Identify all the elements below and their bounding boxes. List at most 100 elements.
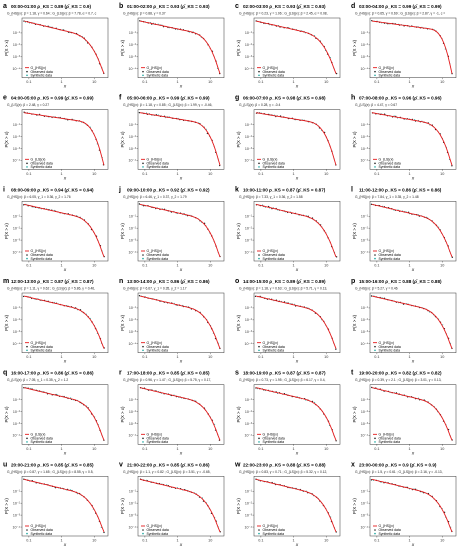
legend-box [24, 339, 58, 352]
y-tick-label: 10⁻² [13, 410, 21, 414]
x-tick-label: 0.1 [26, 355, 31, 359]
x-tick-label: 10 [324, 264, 328, 268]
x-axis-label: x [179, 175, 183, 180]
y-axis-label: P(X > x) [4, 39, 9, 56]
legend-synthetic-swatch [258, 74, 260, 77]
fit-line [139, 112, 221, 166]
legend-box [256, 339, 290, 352]
legend-synthetic-swatch [142, 74, 144, 77]
panel-params: G_{HS}(x): β = 6.05, γ_1 = 0.36, γ_2 = 1… [7, 195, 71, 199]
legend-box [372, 523, 406, 535]
legend-observed-swatch [374, 345, 376, 348]
legend-observed-swatch [26, 529, 28, 531]
y-axis-label: P(X > x) [120, 498, 125, 515]
legend-synthetic-label: Synthetic data [31, 257, 53, 261]
chart-panel-p: p 15:00-16:00 ρ_KS = 0.88 (ρ̄_KS = 0.88) G… [351, 278, 457, 364]
fit-line [255, 203, 337, 258]
x-tick-label: 0.1 [258, 80, 263, 84]
legend-synthetic-swatch [258, 257, 260, 260]
fit-line [255, 295, 337, 349]
y-tick-label: 10⁻¹ [13, 123, 21, 127]
legend-synthetic-label: Synthetic data [31, 348, 53, 352]
panel-title: 13:00-14:00 ρ_KS = 0.86 (ρ̄_KS = 0.86) [127, 279, 210, 284]
chart-panel-t: t 19:00-20:00 ρ_KS = 0.82 (ρ̄_KS = 0.82) G… [351, 370, 457, 455]
chart-panel-c: c 02:00-03:00 ρ_KS = 0.93 (ρ̄_KS = 0.93) G… [235, 3, 341, 89]
legend-synthetic-swatch [258, 166, 260, 168]
y-axis-label: P(X > x) [352, 406, 357, 423]
observed-point [451, 256, 454, 258]
panel-title: 21:00-22:00 ρ_KS = 0.85 (ρ̄_KS = 0.86) [127, 462, 210, 467]
chart-panel-l: l 11:00-12:00 ρ_KS = 0.86 (ρ̄_KS = 0.86) G… [351, 186, 457, 272]
legend-synthetic-swatch [26, 166, 28, 168]
y-tick-label: 10⁻¹ [13, 306, 21, 310]
x-tick-label: 10 [208, 172, 212, 176]
legend-observed-label: Observed data [379, 253, 401, 257]
legend-synthetic-label: Synthetic data [263, 257, 285, 261]
legend-box [140, 64, 174, 77]
legend-synthetic-label: Synthetic data [263, 532, 285, 536]
y-tick-label: 10⁻² [245, 226, 253, 230]
legend-synthetic-swatch [258, 532, 260, 535]
x-tick-label: 0.1 [142, 264, 147, 268]
legend-observed-swatch [258, 437, 260, 440]
legend-box [372, 339, 406, 352]
legend-box [256, 523, 290, 535]
panel-title: 22:00-23:00 ρ_KS = 0.88 (ρ̄_KS = 0.88) [243, 462, 326, 467]
fit-line [371, 203, 453, 258]
legend-observed-label: Observed data [31, 528, 53, 532]
y-tick-label: 10⁻³ [13, 238, 21, 242]
x-tick-label: 1 [292, 172, 294, 176]
x-axis-label: x [63, 175, 67, 180]
panel-letter: o [235, 278, 239, 285]
x-axis-label: x [295, 175, 299, 180]
x-tick-label: 10 [92, 172, 96, 176]
y-axis-label: P(X > x) [120, 406, 125, 423]
y-tick-label: 10⁻¹ [129, 306, 137, 310]
legend-synthetic-swatch [374, 349, 376, 352]
fit-line [139, 387, 221, 441]
y-tick-label: 10⁻⁴ [361, 525, 369, 529]
x-tick-label: 1 [176, 80, 178, 84]
x-tick-label: 1 [292, 447, 294, 451]
x-tick-label: 0.1 [142, 80, 147, 84]
chart-panel-m: m 12:00-13:00 ρ_KS = 0.87 (ρ̄_KS = 0.87) G… [3, 278, 109, 364]
y-tick-label: 10⁻² [129, 43, 137, 47]
panel-params: G_{HS}(x): β = 1.5, γ = 0.61 ; G_{LS}(x)… [355, 470, 443, 474]
synthetic-point [442, 324, 444, 326]
legend-observed-label: Observed data [147, 437, 169, 441]
panel-title: 00:00-01:00 ρ_KS = 0.89 (ρ̄_KS = 0.9) [11, 4, 91, 9]
legend-box [256, 248, 290, 260]
y-tick-label: 10⁻¹ [129, 215, 137, 219]
panel-params: G_{HS}(x): β = 6.46, γ_1 = 0.37, γ_2 = 1… [123, 195, 187, 199]
panel-letter: e [3, 95, 7, 102]
y-axis-label: P(X > x) [236, 39, 241, 56]
panel-letter: s [235, 370, 239, 377]
x-tick-label: 1 [408, 355, 410, 359]
x-tick-label: 10 [440, 355, 444, 359]
y-tick-label: 10⁻³ [245, 238, 253, 242]
legend-fit-label: G_{HS}(x) [147, 341, 162, 345]
legend-observed-label: Observed data [147, 345, 169, 349]
legend-observed-swatch [374, 70, 376, 73]
legend-synthetic-label: Synthetic data [147, 165, 169, 169]
panel-letter: b [119, 3, 123, 10]
y-axis-label: P(X > x) [236, 223, 241, 240]
panel-title: 12:00-13:00 ρ_KS = 0.87 (ρ̄_KS = 0.87) [11, 279, 94, 284]
legend-observed-swatch [258, 254, 260, 256]
panel-letter: v [119, 461, 123, 468]
y-tick-label: 10⁻⁴ [361, 434, 369, 438]
y-tick-label: 10⁻¹ [129, 398, 137, 402]
y-tick-label: 10⁻¹ [245, 306, 253, 310]
panel-params: G_{HS}(x): β = 6.67, γ_1 = 0.35, γ_2 = 1… [123, 287, 187, 291]
panel-params: G_{HS}(x): β = 0.96, γ = 1.47 ; G_{LS}(x… [123, 378, 211, 382]
y-tick-label: 10⁻² [129, 135, 137, 139]
legend-observed-label: Observed data [31, 162, 53, 166]
panel-title: 15:00-16:00 ρ_KS = 0.88 (ρ̄_KS = 0.88) [359, 279, 442, 284]
y-axis-label: P(X > x) [236, 314, 241, 331]
legend-synthetic-label: Synthetic data [147, 348, 169, 352]
panel-params: G_{HS}(x): β = 0.73, γ = 1.95 ; G_{LS}(x… [239, 378, 326, 382]
panel-title: 03:00-04:00 ρ_KS = 0.99 (ρ̄_KS = 0.99) [359, 4, 442, 9]
y-tick-label: 10⁻¹ [129, 123, 137, 127]
legend-observed-label: Observed data [263, 70, 285, 74]
panel-params: G_{HS}(x): β = 0.39, γ = 2.1 ; G_{LS}(x)… [355, 378, 442, 382]
